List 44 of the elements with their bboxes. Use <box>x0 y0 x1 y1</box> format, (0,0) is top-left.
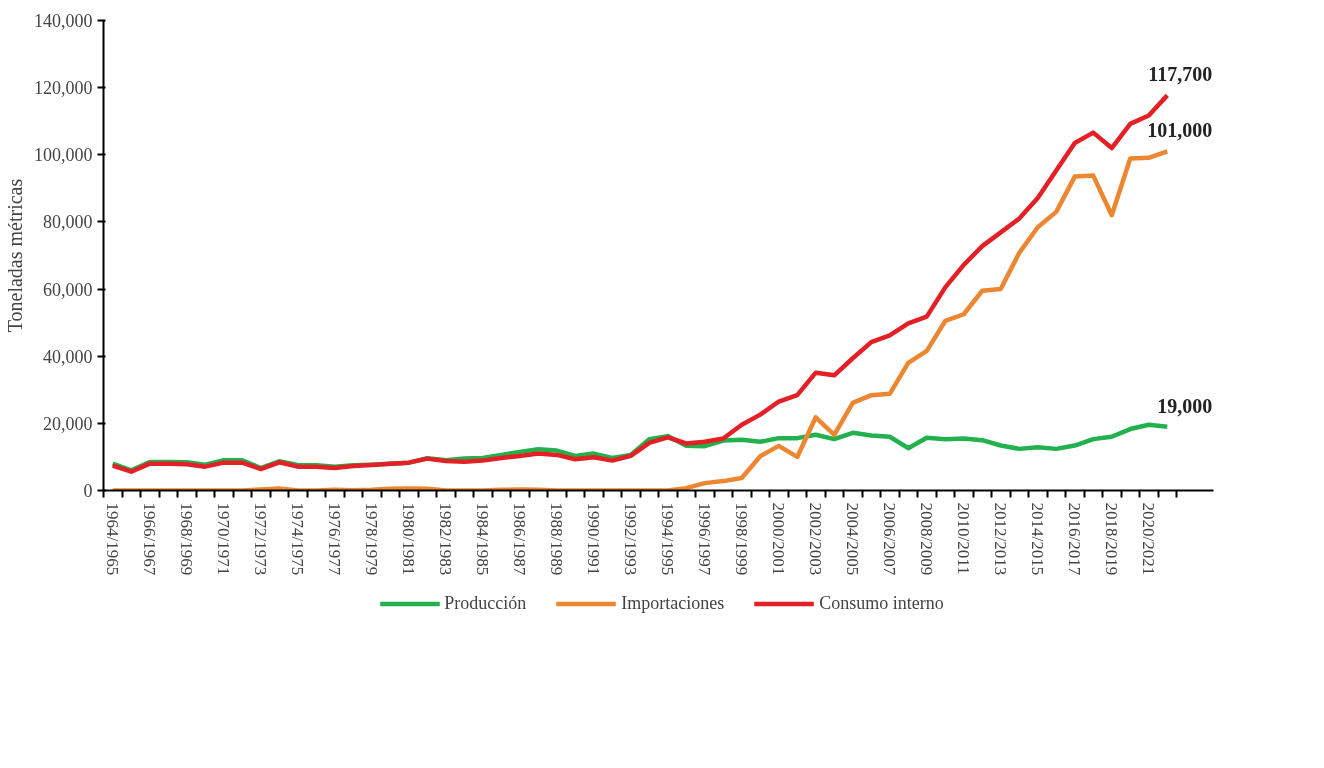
y-tick-label: 40,000 <box>43 346 93 367</box>
x-tick-label: 2008/2009 <box>917 502 937 576</box>
legend-label: Importaciones <box>621 592 725 614</box>
data-label: 19,000 <box>1157 394 1213 417</box>
y-tick-label: 0 <box>83 481 93 501</box>
y-tick-label: 60,000 <box>43 279 93 300</box>
x-tick-label: 1980/1981 <box>399 502 419 576</box>
x-tick-label: 1986/1987 <box>510 502 530 576</box>
x-tick-label: 1966/1967 <box>140 502 160 576</box>
y-tick-label: 140,000 <box>34 11 93 31</box>
x-tick-label: 1996/1997 <box>695 502 715 576</box>
x-tick-label: 2020/2021 <box>1139 502 1159 576</box>
x-tick-label: 1968/1969 <box>177 502 197 576</box>
x-tick-label: 1984/1985 <box>473 502 493 576</box>
x-tick-label: 2010/2011 <box>954 502 974 575</box>
x-tick-label: 1990/1991 <box>584 502 604 576</box>
x-tick-label: 1970/1971 <box>214 502 234 576</box>
x-tick-label: 1982/1983 <box>436 502 456 576</box>
y-tick-label: 80,000 <box>43 212 93 233</box>
legend-label: Producción <box>444 592 527 614</box>
data-label: 101,000 <box>1147 119 1213 142</box>
x-tick-label: 1976/1977 <box>325 502 345 576</box>
y-tick-label: 20,000 <box>43 413 93 434</box>
x-tick-label: 2014/2015 <box>1028 502 1048 576</box>
x-tick-label: 1978/1979 <box>362 502 382 576</box>
x-tick-label: 1974/1975 <box>288 502 308 576</box>
x-tick-label: 2018/2019 <box>1102 502 1122 576</box>
x-tick-label: 2012/2013 <box>991 502 1011 576</box>
x-tick-label: 1964/1965 <box>103 502 123 576</box>
x-tick-label: 2000/2001 <box>769 502 789 576</box>
x-tick-label: 2004/2005 <box>843 502 863 576</box>
y-tick-label: 100,000 <box>34 145 93 166</box>
data-label: 117,700 <box>1148 63 1213 86</box>
x-tick-label: 1994/1995 <box>658 502 678 576</box>
x-tick-label: 2006/2007 <box>880 502 900 576</box>
x-tick-label: 2002/2003 <box>806 502 826 576</box>
x-tick-label: 1992/1993 <box>621 502 641 576</box>
x-tick-label: 2016/2017 <box>1065 502 1085 576</box>
x-tick-label: 1988/1989 <box>547 502 567 576</box>
x-tick-label: 1972/1973 <box>251 502 271 576</box>
legend-label: Consumo interno <box>819 592 944 614</box>
y-tick-label: 120,000 <box>34 78 93 99</box>
y-axis-title: Toneladas métricas <box>4 178 26 333</box>
x-tick-label: 1998/1999 <box>732 502 752 576</box>
